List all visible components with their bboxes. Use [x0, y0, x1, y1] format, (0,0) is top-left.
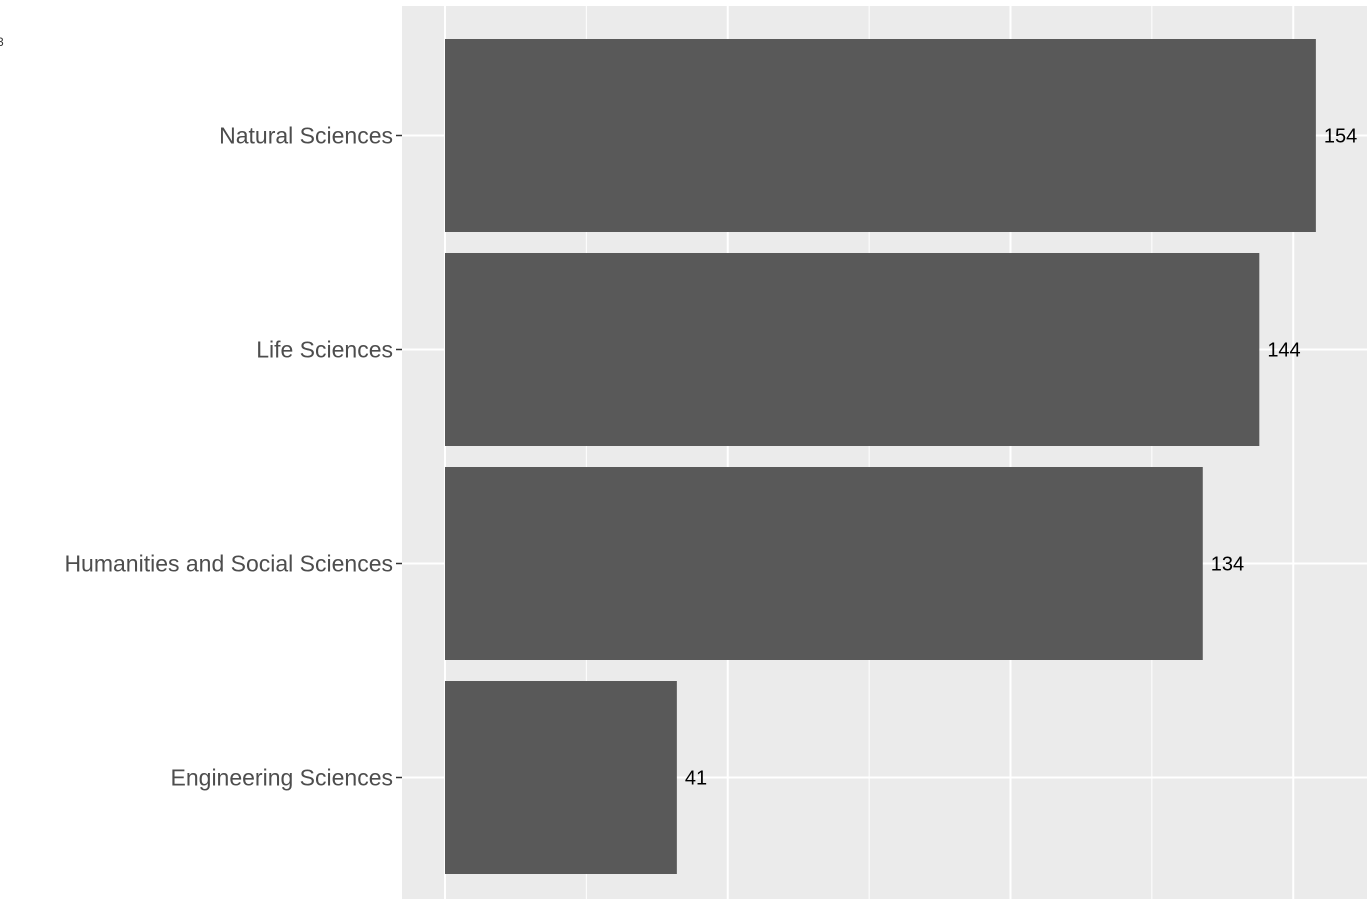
clipped-edge-text: 3 — [0, 35, 4, 49]
data-label: 41 — [685, 768, 707, 790]
category-labels: Natural Sciences Life Sciences Humanities … — [64, 123, 393, 791]
bar — [445, 39, 1316, 232]
axis-ticks — [396, 134, 402, 779]
data-label: 144 — [1267, 340, 1300, 362]
bars — [445, 39, 1316, 874]
category-label: Natural Sciences — [219, 123, 393, 149]
bar — [445, 681, 677, 874]
value-labels: 154 144 134 41 — [685, 126, 1357, 790]
data-label: 134 — [1211, 554, 1244, 576]
category-label: Engineering Sciences — [171, 765, 393, 791]
bar — [445, 253, 1260, 446]
bar — [445, 467, 1203, 660]
data-label: 154 — [1324, 126, 1357, 148]
category-label: Humanities and Social Sciences — [64, 551, 393, 577]
category-label: Life Sciences — [256, 337, 393, 363]
